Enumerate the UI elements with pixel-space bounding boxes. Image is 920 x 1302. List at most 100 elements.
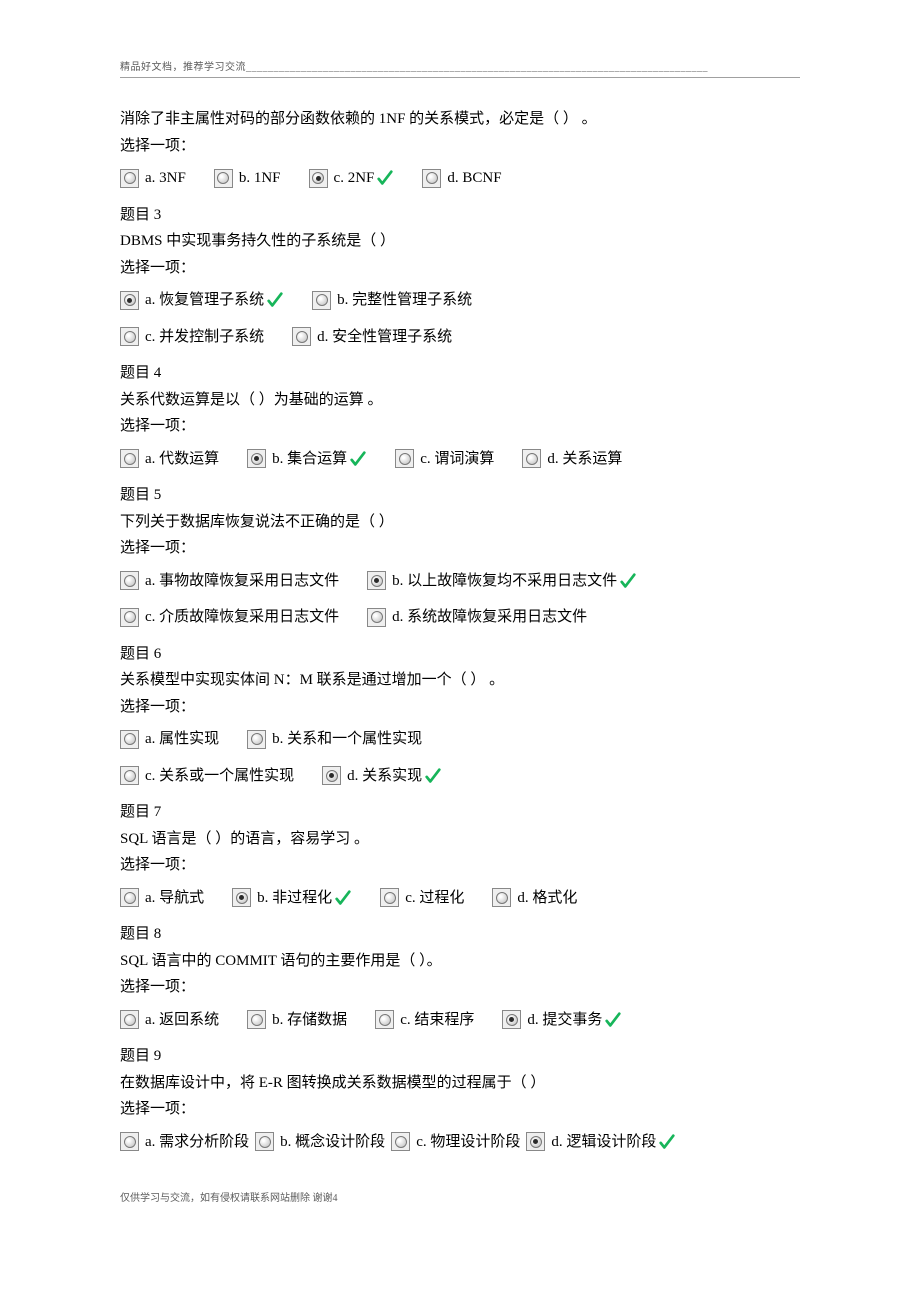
document-page: 精品好文档，推荐学习交流____________________________…: [0, 0, 920, 1246]
opt-label: c. 关系或一个属性实现: [145, 765, 294, 788]
checkmark-icon: [349, 449, 367, 469]
q8-options: a. 返回系统 b. 存储数据 c. 结束程序 d. 提交事务: [120, 1005, 800, 1036]
q8-text: SQL 语言中的 COMMIT 语句的主要作用是（ ）。: [120, 950, 800, 973]
opt-label: d. 格式化: [517, 887, 577, 910]
q9-opt-d[interactable]: d. 逻辑设计阶段: [526, 1131, 676, 1154]
q4-opt-d[interactable]: d. 关系运算: [522, 448, 622, 471]
radio-icon: [214, 169, 233, 188]
radio-icon: [380, 888, 399, 907]
q4-opt-c[interactable]: c. 谓词演算: [395, 448, 494, 471]
opt-label: a. 代数运算: [145, 448, 219, 471]
q9-opt-b[interactable]: b. 概念设计阶段: [255, 1131, 385, 1154]
q3-opt-a[interactable]: a. 恢复管理子系统: [120, 289, 284, 312]
q7-opt-a[interactable]: a. 导航式: [120, 887, 204, 910]
radio-icon: [247, 449, 266, 468]
opt-label: d. 提交事务: [527, 1009, 602, 1032]
radio-icon: [367, 608, 386, 627]
q7-opt-b[interactable]: b. 非过程化: [232, 887, 352, 910]
checkmark-icon: [424, 766, 442, 786]
q6-text: 关系模型中实现实体间 N：M 联系是通过增加一个（ ） 。: [120, 669, 800, 692]
q3-title: 题目 3: [120, 204, 800, 227]
q6-options-row1: a. 属性实现 b. 关系和一个属性实现: [120, 724, 800, 755]
q2-opt-c[interactable]: c. 2NF: [309, 167, 395, 190]
radio-icon: [232, 888, 251, 907]
q9-text: 在数据库设计中，将 E-R 图转换成关系数据模型的过程属于（ ）: [120, 1072, 800, 1095]
q5-opt-a[interactable]: a. 事物故障恢复采用日志文件: [120, 570, 339, 593]
opt-label: b. 以上故障恢复均不采用日志文件: [392, 570, 617, 593]
q5-opt-b[interactable]: b. 以上故障恢复均不采用日志文件: [367, 570, 637, 593]
opt-label: b. 非过程化: [257, 887, 332, 910]
radio-icon: [422, 169, 441, 188]
opt-label: d. BCNF: [447, 167, 501, 190]
q5-select: 选择一项：: [120, 537, 800, 560]
q3-opt-c[interactable]: c. 并发控制子系统: [120, 326, 264, 349]
opt-label: d. 系统故障恢复采用日志文件: [392, 606, 587, 629]
opt-label: c. 2NF: [334, 167, 375, 190]
opt-label: a. 需求分析阶段: [145, 1131, 249, 1154]
q4-options: a. 代数运算 b. 集合运算 c. 谓词演算 d. 关系运算: [120, 444, 800, 475]
q2-opt-a[interactable]: a. 3NF: [120, 167, 186, 190]
opt-label: b. 存储数据: [272, 1009, 347, 1032]
q3-opt-b[interactable]: b. 完整性管理子系统: [312, 289, 472, 312]
q4-opt-a[interactable]: a. 代数运算: [120, 448, 219, 471]
q5-options-row2: c. 介质故障恢复采用日志文件 d. 系统故障恢复采用日志文件: [120, 602, 800, 633]
radio-icon: [292, 327, 311, 346]
q8-opt-d[interactable]: d. 提交事务: [502, 1009, 622, 1032]
radio-icon: [247, 730, 266, 749]
radio-icon: [120, 291, 139, 310]
radio-icon: [120, 1132, 139, 1151]
opt-label: a. 3NF: [145, 167, 186, 190]
opt-label: c. 结束程序: [400, 1009, 474, 1032]
radio-icon: [120, 1010, 139, 1029]
radio-icon: [120, 608, 139, 627]
q3-opt-d[interactable]: d. 安全性管理子系统: [292, 326, 452, 349]
opt-label: b. 概念设计阶段: [280, 1131, 385, 1154]
opt-label: c. 并发控制子系统: [145, 326, 264, 349]
radio-icon: [492, 888, 511, 907]
q6-opt-c[interactable]: c. 关系或一个属性实现: [120, 765, 294, 788]
q4-opt-b[interactable]: b. 集合运算: [247, 448, 367, 471]
q9-opt-c[interactable]: c. 物理设计阶段: [391, 1131, 520, 1154]
q9-select: 选择一项：: [120, 1098, 800, 1121]
checkmark-icon: [658, 1132, 676, 1152]
radio-icon: [375, 1010, 394, 1029]
q7-opt-d[interactable]: d. 格式化: [492, 887, 577, 910]
radio-icon: [312, 291, 331, 310]
opt-label: d. 安全性管理子系统: [317, 326, 452, 349]
q2-options: a. 3NF b. 1NF c. 2NF d. BCNF: [120, 163, 800, 194]
opt-label: d. 关系运算: [547, 448, 622, 471]
opt-label: c. 介质故障恢复采用日志文件: [145, 606, 339, 629]
q8-opt-b[interactable]: b. 存储数据: [247, 1009, 347, 1032]
opt-label: d. 逻辑设计阶段: [551, 1131, 656, 1154]
q8-select: 选择一项：: [120, 976, 800, 999]
q7-opt-c[interactable]: c. 过程化: [380, 887, 464, 910]
opt-label: a. 导航式: [145, 887, 204, 910]
q5-opt-d[interactable]: d. 系统故障恢复采用日志文件: [367, 606, 587, 629]
radio-icon: [120, 730, 139, 749]
q2-opt-b[interactable]: b. 1NF: [214, 167, 281, 190]
q5-opt-c[interactable]: c. 介质故障恢复采用日志文件: [120, 606, 339, 629]
opt-label: a. 恢复管理子系统: [145, 289, 264, 312]
q9-opt-a[interactable]: a. 需求分析阶段: [120, 1131, 249, 1154]
q8-opt-c[interactable]: c. 结束程序: [375, 1009, 474, 1032]
checkmark-icon: [266, 290, 284, 310]
header-rule: ________________________________________…: [246, 62, 708, 73]
opt-label: c. 谓词演算: [420, 448, 494, 471]
checkmark-icon: [619, 571, 637, 591]
page-header: 精品好文档，推荐学习交流____________________________…: [120, 60, 800, 78]
radio-icon: [322, 766, 341, 785]
q2-opt-d[interactable]: d. BCNF: [422, 167, 501, 190]
checkmark-icon: [604, 1010, 622, 1030]
q9-title: 题目 9: [120, 1045, 800, 1068]
q3-options-row1: a. 恢复管理子系统 b. 完整性管理子系统: [120, 285, 800, 316]
opt-label: a. 事物故障恢复采用日志文件: [145, 570, 339, 593]
q6-opt-b[interactable]: b. 关系和一个属性实现: [247, 728, 422, 751]
radio-icon: [502, 1010, 521, 1029]
page-footer: 仅供学习与交流，如有侵权请联系网站删除 谢谢4: [120, 1191, 800, 1206]
q4-text: 关系代数运算是以（ ）为基础的运算 。: [120, 389, 800, 412]
radio-icon: [120, 449, 139, 468]
q6-opt-a[interactable]: a. 属性实现: [120, 728, 219, 751]
q6-opt-d[interactable]: d. 关系实现: [322, 765, 442, 788]
q8-opt-a[interactable]: a. 返回系统: [120, 1009, 219, 1032]
opt-label: c. 物理设计阶段: [416, 1131, 520, 1154]
